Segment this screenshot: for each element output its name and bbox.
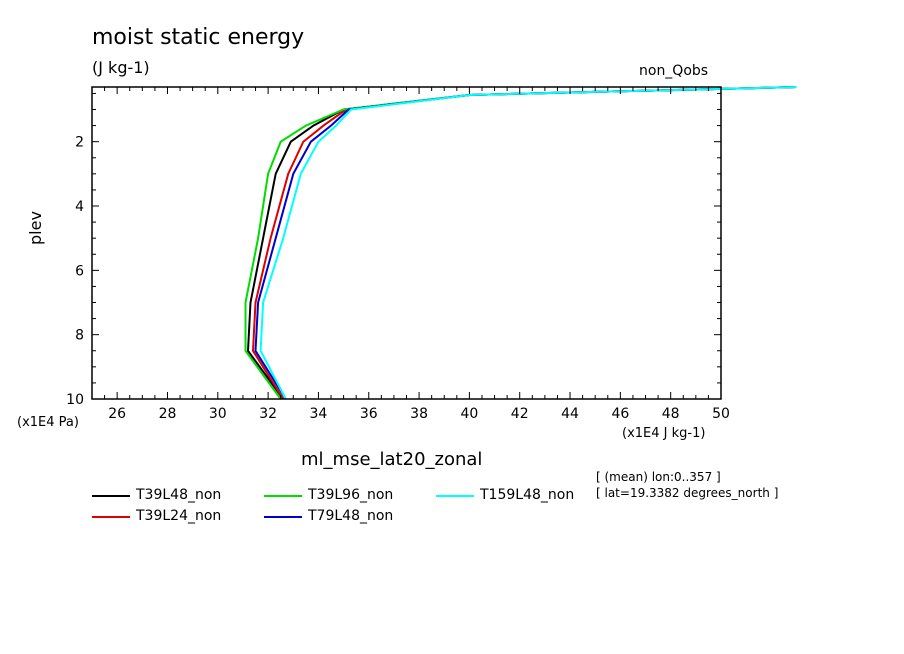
series-line [251,86,797,400]
note-lon: [ (mean) lon:0..357 ] [596,470,721,484]
legend-swatch [92,495,130,497]
legend-swatch [92,516,130,518]
x-tick-label: 42 [511,406,529,422]
legend-label: T79L48_non [308,508,394,524]
corner-label: non_Qobs [639,63,709,79]
legend-label: T39L24_non [136,508,222,524]
y-tick-label: 6 [75,263,84,279]
x-tick-label: 34 [310,406,328,422]
legend-label: T39L96_non [308,487,394,503]
x-tick-label: 30 [209,406,227,422]
x-tick-label: 32 [259,406,277,422]
x-tick-label: 28 [159,406,177,422]
plot-frame [91,86,722,400]
y-tick-label: 4 [75,199,84,215]
y-tick-label: 8 [75,328,84,344]
y-tick-label: 10 [66,392,84,408]
chart-title: moist static energy [92,25,305,50]
legend-swatch [264,516,302,518]
x-tick-label: 48 [662,406,680,422]
legend-swatch [264,495,302,497]
x-tick-label: 50 [712,406,730,422]
x-tick-label: 36 [360,406,378,422]
x-tick-label: 44 [561,406,579,422]
series-line [259,86,797,400]
legend-label: T159L48_non [480,487,575,503]
legend-label: T39L48_non [136,487,222,503]
x-axis-multiplier: (x1E4 J kg-1) [622,426,706,441]
series-line [246,86,797,400]
chart-units: (J kg-1) [92,58,150,77]
y-tick-label: 2 [75,135,84,151]
x-tick-label: 46 [611,406,629,422]
series-line [254,86,797,400]
x-tick-label: 38 [410,406,428,422]
x-tick-label: 40 [460,406,478,422]
x-tick-label: 26 [108,406,126,422]
legend-swatch [436,495,474,497]
dataset-name: ml_mse_lat20_zonal [301,449,483,470]
note-lat: [ lat=19.3382 degrees_north ] [596,486,779,500]
y-axis-multiplier: (x1E4 Pa) [17,415,79,430]
